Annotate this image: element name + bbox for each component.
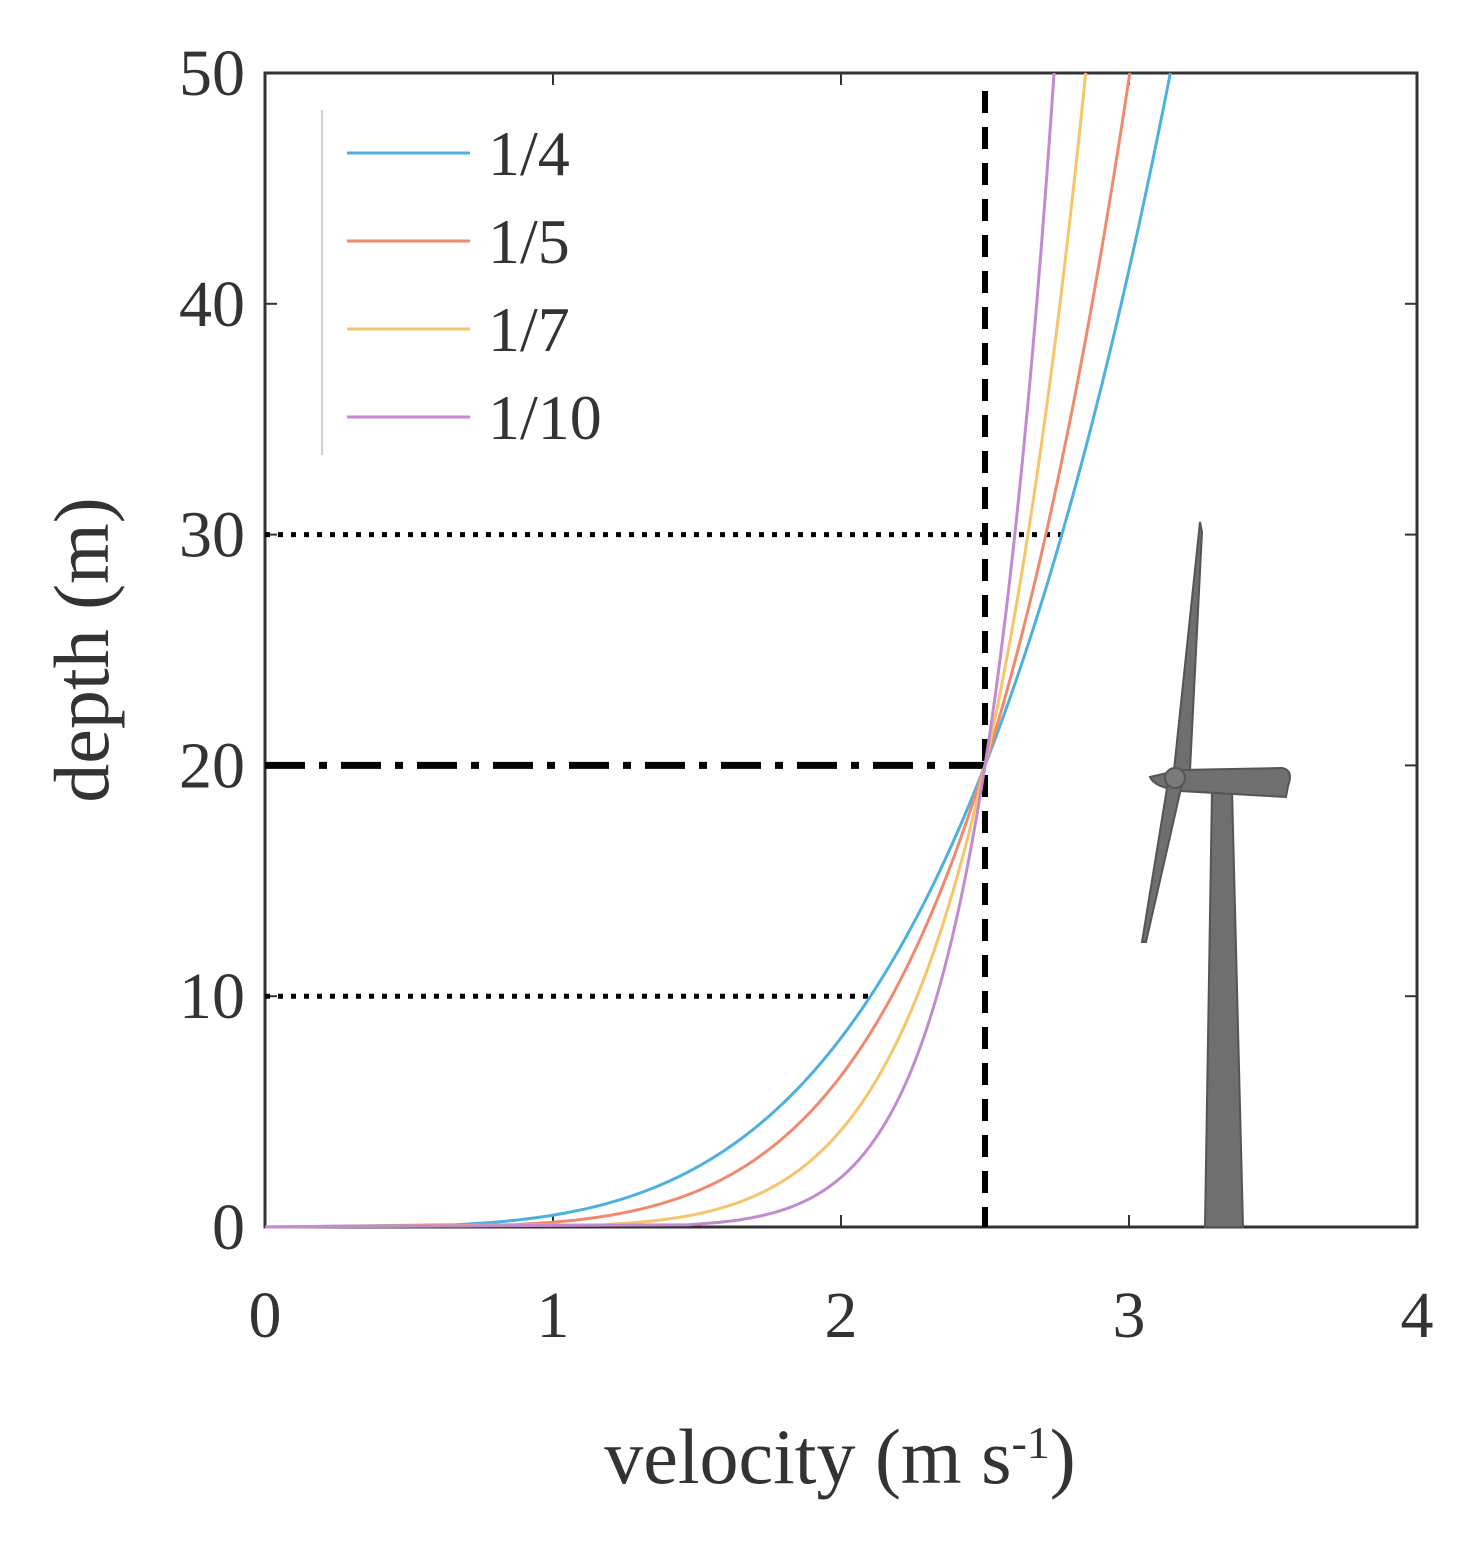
wind-turbine-illustration bbox=[1140, 521, 1291, 1228]
series-line-1-4 bbox=[264, 72, 1172, 1229]
series-line-1-5 bbox=[264, 72, 1132, 1229]
turbine-hub bbox=[1164, 767, 1186, 789]
y-axis-title: depth (m) bbox=[38, 497, 125, 802]
y-tick-label-5: 50 bbox=[179, 37, 245, 110]
x-axis-title-close: ) bbox=[1050, 1413, 1076, 1500]
x-tick-label-1: 1 bbox=[537, 1279, 570, 1352]
x-axis-title: velocity (m s-1) bbox=[604, 1413, 1076, 1500]
series-lines bbox=[264, 72, 1172, 1229]
x-tick-label-2: 2 bbox=[825, 1279, 858, 1352]
turbine-blade-upper bbox=[1172, 521, 1204, 771]
y-tick-label-2: 20 bbox=[179, 729, 245, 802]
turbine-tower bbox=[1203, 789, 1245, 1228]
turbine-blade-lower bbox=[1140, 780, 1184, 943]
x-axis-title-main: velocity (m s bbox=[604, 1413, 1011, 1500]
y-tick-label-0: 0 bbox=[212, 1191, 245, 1264]
legend-label-1-7: 1/7 bbox=[488, 294, 570, 365]
series-line-1-10 bbox=[264, 72, 1056, 1229]
legend-label-1-5: 1/5 bbox=[488, 206, 570, 277]
y-tick-label-3: 30 bbox=[179, 499, 245, 572]
legend-label-1-4: 1/4 bbox=[488, 118, 570, 189]
series-line-1-7 bbox=[264, 72, 1088, 1229]
y-tick-label-4: 40 bbox=[179, 268, 245, 341]
x-tick-label-4: 4 bbox=[1401, 1279, 1434, 1352]
reference-lines bbox=[265, 91, 1066, 1227]
plot-area-frame bbox=[263, 71, 1419, 1229]
x-tick-label-3: 3 bbox=[1113, 1279, 1146, 1352]
legend-label-1-10: 1/10 bbox=[488, 382, 602, 453]
legend: 1/4 1/5 1/7 1/10 bbox=[321, 110, 602, 455]
x-axis-title-superscript: -1 bbox=[1011, 1417, 1049, 1468]
x-tick-label-0: 0 bbox=[249, 1279, 282, 1352]
y-tick-label-1: 10 bbox=[179, 960, 245, 1033]
